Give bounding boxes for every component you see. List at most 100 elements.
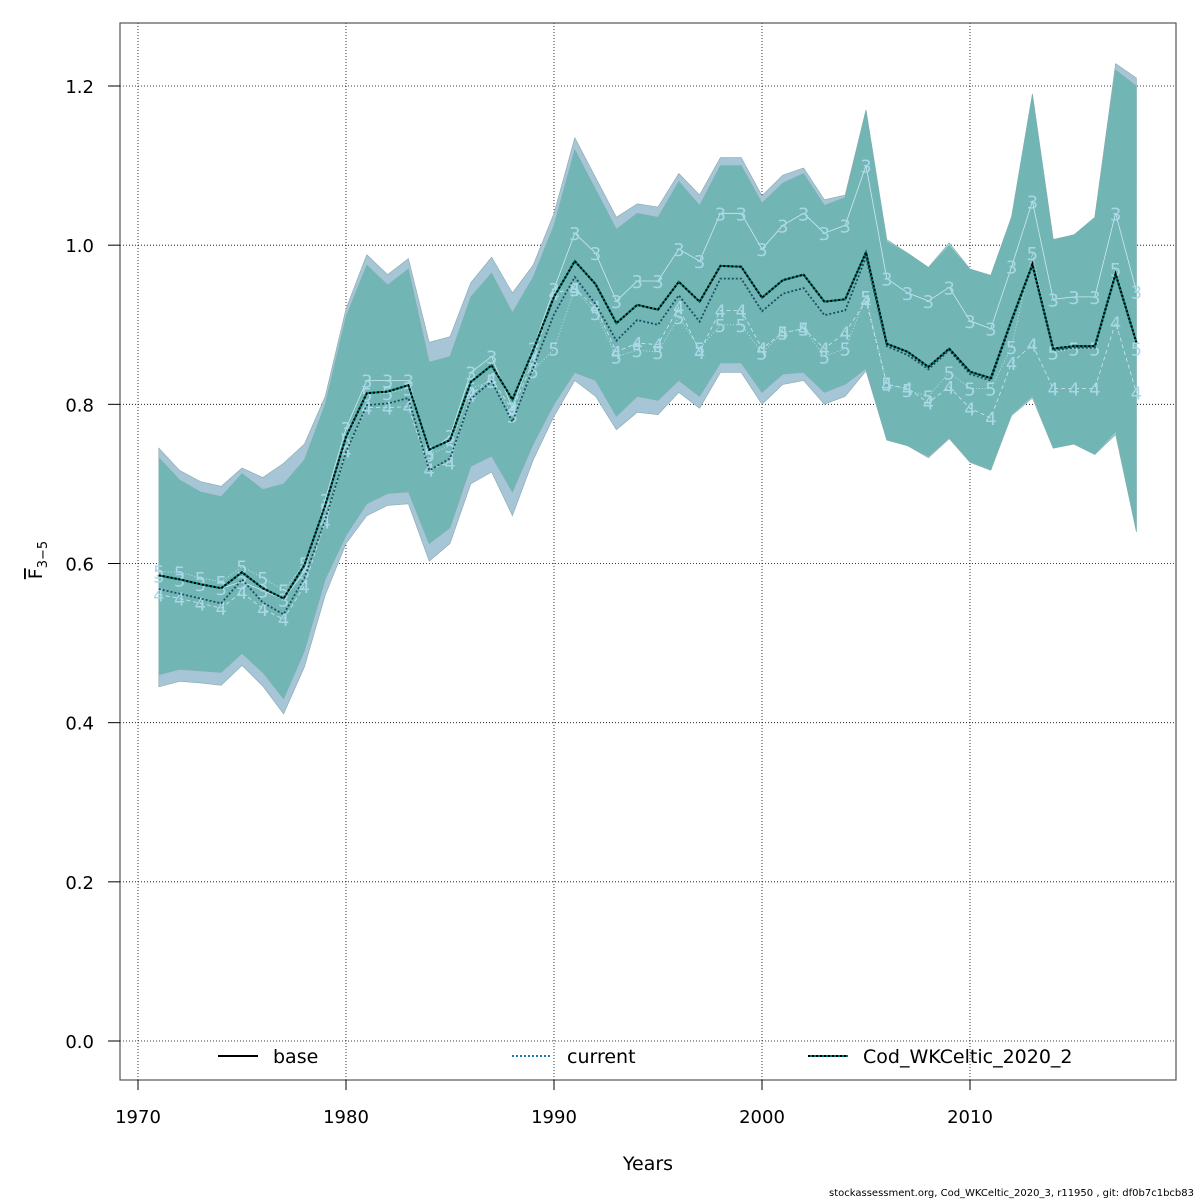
age-label-3: 3 xyxy=(1110,204,1121,225)
age-label-4: 4 xyxy=(860,292,871,313)
age-label-5: 5 xyxy=(839,340,850,361)
age-line-3 xyxy=(158,164,1137,600)
x-tick-label: 2000 xyxy=(739,1107,785,1128)
confidence-bands xyxy=(158,63,1137,715)
age-label-3: 3 xyxy=(215,579,226,600)
age-label-4: 4 xyxy=(652,336,663,357)
age-label-3: 3 xyxy=(673,240,684,261)
age-label-4: 4 xyxy=(798,320,809,341)
x-tick-label: 1990 xyxy=(531,1107,577,1128)
confidence-band-overlap xyxy=(158,70,1137,699)
y-tick-label: 1.2 xyxy=(65,77,94,98)
x-tick-label: 1980 xyxy=(323,1107,369,1128)
y-tick-label: 1.0 xyxy=(65,236,94,257)
series-lines xyxy=(158,249,1138,616)
age-label-5: 5 xyxy=(1006,338,1017,359)
y-tick-label: 0.6 xyxy=(65,555,94,576)
age-label-3: 3 xyxy=(735,204,746,225)
age-label-3: 3 xyxy=(694,252,705,273)
age-label-3: 3 xyxy=(902,284,913,305)
age-label-3: 3 xyxy=(340,419,351,440)
age-label-5: 5 xyxy=(1047,344,1058,365)
age-label-5: 5 xyxy=(694,340,705,361)
age-label-4: 4 xyxy=(278,610,289,631)
age-label-5: 5 xyxy=(756,344,767,365)
legend-label-base: base xyxy=(273,1046,318,1068)
age-label-3: 3 xyxy=(257,582,268,603)
age-label-3: 3 xyxy=(174,570,185,591)
age-label-4: 4 xyxy=(1068,379,1079,400)
y-tick-label: 0.8 xyxy=(65,395,94,416)
age-label-5: 5 xyxy=(340,431,351,452)
age-label-3: 3 xyxy=(236,573,247,594)
age-label-4: 4 xyxy=(735,301,746,322)
age-label-5: 5 xyxy=(527,362,538,383)
age-label-3: 3 xyxy=(1047,290,1058,311)
age-label-5: 5 xyxy=(548,340,559,361)
age-label-5: 5 xyxy=(673,308,684,329)
age-label-3: 3 xyxy=(590,244,601,265)
age-label-4: 4 xyxy=(507,401,518,422)
age-label-5: 5 xyxy=(1027,244,1038,265)
age-label-5: 5 xyxy=(860,288,871,309)
age-label-3: 3 xyxy=(1006,258,1017,279)
age-label-4: 4 xyxy=(694,343,705,364)
age-label-3: 3 xyxy=(569,224,580,245)
age-label-5: 5 xyxy=(153,562,164,583)
age-label-4: 4 xyxy=(361,399,372,420)
age-label-3: 3 xyxy=(278,590,289,611)
age-label-5: 5 xyxy=(278,582,289,603)
age-label-5: 5 xyxy=(195,569,206,590)
age-label-4: 4 xyxy=(215,599,226,620)
age-label-4: 4 xyxy=(174,590,185,611)
age-label-3: 3 xyxy=(943,278,954,299)
age-label-5: 5 xyxy=(1068,340,1079,361)
age-label-5: 5 xyxy=(590,304,601,325)
age-label-4: 4 xyxy=(319,512,330,533)
age-label-4: 4 xyxy=(881,375,892,396)
y-tick-label: 0.0 xyxy=(65,1032,94,1053)
x-axis-title: Years xyxy=(622,1153,673,1175)
age-label-5: 5 xyxy=(902,381,913,402)
age-label-5: 5 xyxy=(319,500,330,521)
age-label-3: 3 xyxy=(1068,288,1079,309)
age-label-3: 3 xyxy=(299,562,310,583)
age-label-3: 3 xyxy=(964,312,975,333)
age-label-5: 5 xyxy=(423,445,434,466)
age-label-4: 4 xyxy=(236,583,247,604)
series-line-current xyxy=(158,254,1138,616)
footer-credit: stockassessment.org, Cod_WKCeltic_2020_3… xyxy=(829,1188,1194,1199)
y-axis-title: F3−5 xyxy=(25,541,51,579)
age-label-4: 4 xyxy=(299,577,310,598)
age-label-3: 3 xyxy=(631,272,642,293)
age-label-4: 4 xyxy=(195,594,206,615)
age-label-3: 3 xyxy=(1027,192,1038,213)
age-label-4: 4 xyxy=(985,409,996,430)
age-label-3: 3 xyxy=(985,320,996,341)
age-label-5: 5 xyxy=(611,348,622,369)
age-label-5: 5 xyxy=(257,569,268,590)
age-label-3: 3 xyxy=(1131,282,1142,303)
age-label-4: 4 xyxy=(1110,313,1121,334)
age-label-4: 4 xyxy=(902,379,913,400)
age-label-3: 3 xyxy=(881,270,892,291)
age-label-3: 3 xyxy=(611,292,622,313)
age-label-4: 4 xyxy=(819,340,830,361)
svg-text:F3−5: F3−5 xyxy=(25,541,51,579)
age-label-4: 4 xyxy=(527,352,538,373)
age-label-5: 5 xyxy=(1089,340,1100,361)
age-label-4: 4 xyxy=(715,301,726,322)
age-label-4: 4 xyxy=(631,334,642,355)
legend: base current Cod_WKCeltic_2020_2 xyxy=(218,1046,1073,1068)
age-label-4: 4 xyxy=(777,324,788,345)
age-label-4: 4 xyxy=(964,399,975,420)
age-label-5: 5 xyxy=(569,280,580,301)
age-label-4: 4 xyxy=(673,298,684,319)
age-label-3: 3 xyxy=(361,371,372,392)
age-label-5: 5 xyxy=(236,558,247,579)
age-label-3: 3 xyxy=(423,443,434,464)
age-label-3: 3 xyxy=(839,216,850,237)
age-label-4: 4 xyxy=(611,343,622,364)
